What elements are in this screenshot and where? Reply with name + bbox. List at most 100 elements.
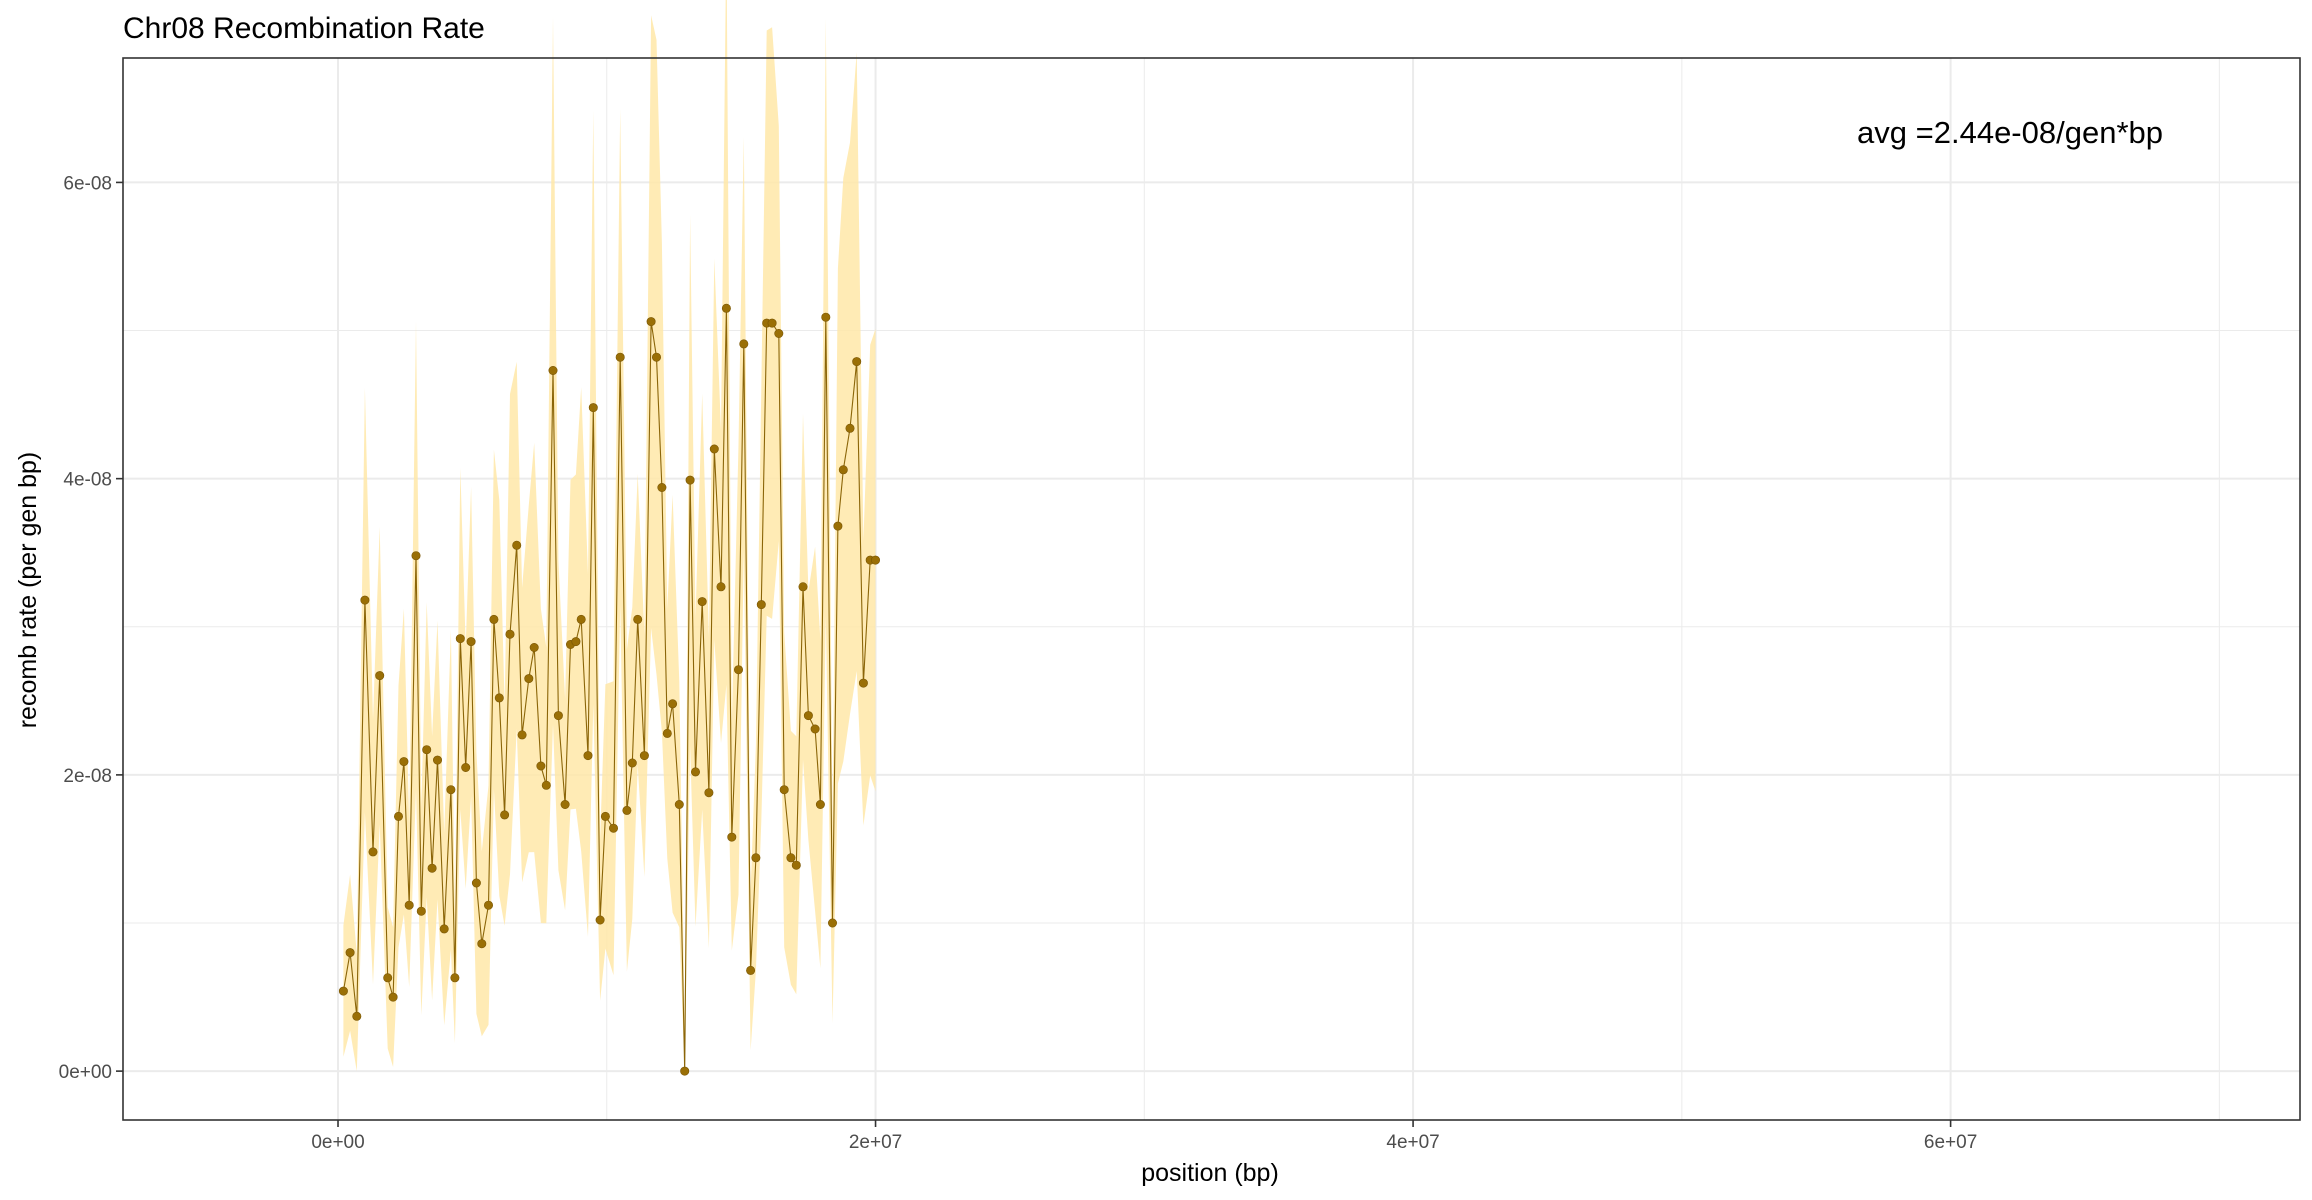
y-axis-title: recomb rate (per gen bp) [14,452,42,729]
data-point [839,466,847,474]
y-tick-label: 0e+00 [59,1062,112,1083]
data-point [792,861,800,869]
data-point [717,583,725,591]
data-point [500,811,508,819]
data-point [871,556,879,564]
data-point [846,424,854,432]
data-point [451,974,459,982]
data-point [705,789,713,797]
data-point [462,763,470,771]
data-point [577,615,585,623]
data-point [472,879,480,887]
data-point [405,901,413,909]
data-point [440,925,448,933]
x-tick-label: 4e+07 [1386,1132,1439,1153]
x-axis-title: position (bp) [1141,1159,1279,1187]
data-point [634,615,642,623]
data-point [369,848,377,856]
data-point [663,729,671,737]
data-point [609,824,617,832]
data-point [822,313,830,321]
data-point [447,786,455,794]
data-point [775,329,783,337]
data-point [433,756,441,764]
data-point [506,630,514,638]
data-point [596,916,604,924]
data-point [787,854,795,862]
data-point [513,541,521,549]
x-tick-label: 6e+07 [1924,1132,1977,1153]
data-point [478,940,486,948]
data-point [698,597,706,605]
data-point [691,768,699,776]
data-point [640,751,648,759]
data-point [339,987,347,995]
data-point [428,864,436,872]
y-tick-label: 6e-08 [63,173,112,194]
data-point [542,781,550,789]
data-point [495,694,503,702]
data-point [518,731,526,739]
chart-title: Chr08 Recombination Rate [123,12,485,45]
x-tick-label: 2e+07 [849,1132,902,1153]
data-point [417,907,425,915]
data-point [525,674,533,682]
data-point [384,974,392,982]
data-point [353,1012,361,1020]
data-point [740,340,748,348]
data-point [681,1067,689,1075]
data-point [467,637,475,645]
data-point [623,806,631,814]
data-point [572,637,580,645]
data-point [423,746,431,754]
data-point [722,304,730,312]
data-point [811,725,819,733]
data-point [389,993,397,1001]
data-point [752,854,760,862]
data-point [816,800,824,808]
data-point [601,812,609,820]
data-point [804,711,812,719]
data-point [686,476,694,484]
data-point [561,800,569,808]
data-point [490,615,498,623]
data-point [834,522,842,530]
y-tick-label: 4e-08 [63,470,112,491]
data-point [616,353,624,361]
data-point [658,483,666,491]
data-point [456,634,464,642]
data-point [859,679,867,687]
data-point [668,700,676,708]
data-point [584,751,592,759]
data-point [376,671,384,679]
y-tick-label: 2e-08 [63,766,112,787]
y-axis: 0e+00 2e-08 4e-08 6e-08 [59,173,123,1083]
data-point [799,583,807,591]
data-point [361,596,369,604]
data-point [346,948,354,956]
data-point [530,643,538,651]
data-point [652,353,660,361]
data-point [537,762,545,770]
data-point [828,919,836,927]
data-point [628,759,636,767]
average-annotation: avg =2.44e-08/gen*bp [1857,115,2163,150]
data-point [394,812,402,820]
data-point [400,757,408,765]
data-point [647,317,655,325]
data-point [484,901,492,909]
data-point [554,711,562,719]
data-point [746,966,754,974]
data-point [675,800,683,808]
data-point [734,666,742,674]
data-point [780,786,788,794]
x-tick-label: 0e+00 [311,1132,364,1153]
x-axis: 0e+00 2e+07 4e+07 6e+07 [311,1120,1977,1153]
data-point [768,319,776,327]
data-point [412,552,420,560]
data-point [549,366,557,374]
data-point [757,600,765,608]
data-point [589,403,597,411]
